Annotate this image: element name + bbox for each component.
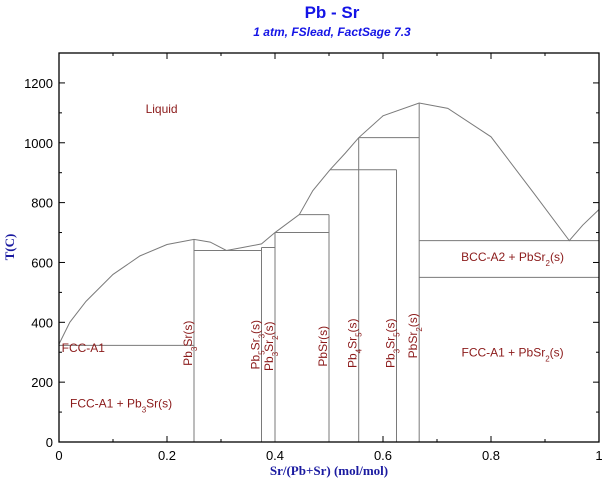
x-tick-label: 0.2 [158, 448, 176, 463]
chart-title: Pb - Sr [305, 3, 360, 22]
y-axis-label: T(C) [2, 234, 17, 261]
y-tick-label: 200 [31, 375, 53, 390]
compound-label: PbSr(s) [316, 326, 330, 367]
x-axis-label: Sr/(Pb+Sr) (mol/mol) [270, 463, 388, 478]
x-tick-label: 0.4 [266, 448, 284, 463]
region-label: Liquid [146, 102, 178, 116]
x-tick-label: 0.8 [482, 448, 500, 463]
x-tick-label: 0.6 [374, 448, 392, 463]
y-tick-label: 1200 [24, 76, 53, 91]
y-tick-label: 0 [46, 435, 53, 450]
region-label: BCC-A2 + PbSr2(s) [461, 250, 564, 268]
plot-frame [58, 52, 600, 443]
region-label: FCC-A1 [62, 341, 106, 355]
compound-label: Pb5Sr3(s) [249, 320, 267, 370]
y-tick-label: 1000 [24, 136, 53, 151]
region-label: FCC-A1 + Pb3Sr(s) [70, 397, 172, 415]
y-tick-label: 400 [31, 315, 53, 330]
compound-label: Pb3Sr(s) [181, 321, 199, 366]
compound-label: PbSr2(s) [406, 313, 424, 358]
y-tick-label: 800 [31, 196, 53, 211]
x-tick-label: 0 [55, 448, 62, 463]
compound-label: Pb4Sr5(s) [346, 318, 364, 368]
x-tick-label: 1 [595, 448, 602, 463]
chart-subtitle: 1 atm, FSlead, FactSage 7.3 [253, 25, 411, 39]
y-tick-label: 600 [31, 255, 53, 270]
compound-label: Pb3Sr5(s) [384, 318, 402, 368]
compound-label: Pb3Sr2(s) [262, 321, 280, 371]
region-label: FCC-A1 + PbSr2(s) [462, 346, 564, 364]
